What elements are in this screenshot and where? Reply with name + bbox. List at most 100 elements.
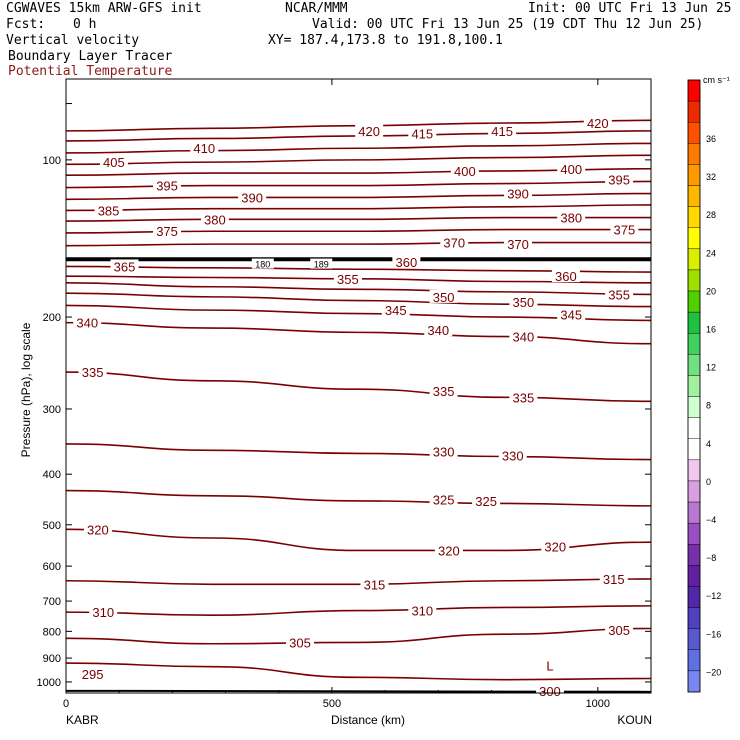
contour-label: 350 bbox=[433, 290, 455, 305]
contour-label-bg bbox=[408, 126, 437, 140]
contour-label: 300 bbox=[539, 684, 561, 699]
colorbar-swatch bbox=[687, 628, 701, 650]
contour-label-bg bbox=[535, 683, 564, 697]
contour-label: 365 bbox=[114, 259, 136, 274]
contour-label-bg bbox=[610, 222, 639, 236]
colorbar-label: 28 bbox=[706, 210, 716, 220]
contour-label-bg bbox=[355, 123, 384, 137]
contour-label: 390 bbox=[241, 190, 263, 205]
field-boundary-layer-tracer: Boundary Layer Tracer bbox=[8, 49, 173, 64]
contour-label-bg bbox=[99, 155, 128, 169]
contour-label-bg bbox=[541, 539, 570, 553]
colorbar-swatch bbox=[687, 501, 701, 524]
contour-label-bg bbox=[488, 123, 517, 137]
colorbar-swatch bbox=[687, 480, 701, 503]
y-tick-label: 500 bbox=[43, 520, 61, 532]
tracer-label: 180 bbox=[255, 260, 270, 270]
contour-label: 360 bbox=[396, 255, 418, 270]
colorbar-swatch bbox=[687, 670, 701, 693]
contour-label-bg bbox=[78, 666, 107, 680]
contour-theta-325 bbox=[65, 489, 652, 507]
contour-label: 415 bbox=[411, 126, 433, 141]
colorbar-label: −16 bbox=[706, 629, 721, 639]
colorbar-label: 8 bbox=[706, 401, 711, 411]
contour-label: 325 bbox=[475, 494, 497, 509]
colorbar-swatch bbox=[687, 522, 701, 545]
contour-label-bg bbox=[424, 323, 453, 337]
y-tick-label: 900 bbox=[43, 653, 61, 665]
y-tick-label: 100 bbox=[43, 155, 61, 167]
contour-label-bg bbox=[498, 448, 527, 462]
contour-theta-390 bbox=[65, 192, 652, 201]
contour-label-bg bbox=[509, 390, 538, 404]
contour-label-bg bbox=[429, 444, 458, 458]
colorbar-label: 12 bbox=[706, 363, 716, 373]
colorbar-swatch bbox=[687, 333, 701, 355]
tracer-label: 189 bbox=[314, 260, 329, 270]
contour-theta-345 bbox=[65, 304, 652, 322]
contour-label: 315 bbox=[603, 572, 625, 587]
colorbar-label: 20 bbox=[706, 286, 716, 296]
contour-theta-340 bbox=[65, 321, 652, 345]
contour-theta-405 bbox=[65, 154, 652, 166]
contour-label-bg bbox=[429, 289, 458, 303]
contour-label-bg bbox=[78, 365, 107, 379]
y-axis-title: Pressure (hPa), log scale bbox=[19, 322, 33, 457]
contour-theta-385 bbox=[65, 204, 652, 212]
contour-label: 385 bbox=[98, 203, 120, 218]
colorbar-label: 4 bbox=[706, 439, 711, 449]
contour-label: 315 bbox=[364, 577, 386, 592]
contour-label: 305 bbox=[289, 635, 311, 650]
contour-label-layer: 420 415 415 420 410 405 400 400 395 395 390 390 385 3… bbox=[73, 116, 639, 699]
right-endpoint-label: KOUN bbox=[617, 713, 652, 727]
contour-label-bg bbox=[583, 116, 612, 130]
contour-label-bg bbox=[599, 571, 628, 585]
contour-label-bg bbox=[360, 577, 389, 591]
contour-theta-350 bbox=[65, 292, 652, 308]
colorbar-swatch bbox=[687, 227, 701, 250]
colorbar-swatch bbox=[687, 248, 701, 271]
colorbar-swatch bbox=[687, 586, 701, 608]
contour-label: 345 bbox=[560, 308, 582, 323]
contour-theta-380 bbox=[65, 216, 651, 222]
left-endpoint-label: KABR bbox=[66, 713, 99, 727]
contour-label-bg bbox=[392, 255, 421, 269]
colorbar-swatch bbox=[687, 100, 701, 123]
contour-label: 375 bbox=[614, 223, 636, 238]
x-tick-label: 500 bbox=[323, 698, 341, 710]
contour-layer bbox=[65, 119, 652, 693]
contour-label: 380 bbox=[204, 212, 226, 227]
colorbar-swatch bbox=[687, 164, 701, 186]
colorbar-swatch bbox=[687, 143, 701, 165]
contour-label-bg bbox=[543, 658, 556, 672]
colorbar-swatch bbox=[687, 79, 701, 102]
contour-label: 390 bbox=[507, 187, 529, 202]
contour-label-bg bbox=[429, 492, 458, 506]
x-tick-label: 0 bbox=[63, 698, 69, 710]
colorbar-label: 36 bbox=[706, 134, 716, 144]
contour-label-bg bbox=[605, 622, 634, 636]
y-tick-label: 400 bbox=[43, 469, 61, 481]
colorbar-swatch bbox=[687, 375, 701, 397]
colorbar: 36 32 28 24 20 16 12 8 4 0 −4 −8 −12 −16 −20 bbox=[687, 79, 721, 693]
contour-theta-410 bbox=[65, 142, 652, 154]
contour-theta-335 bbox=[65, 371, 652, 403]
contour-label-bg bbox=[605, 172, 634, 186]
contour-label: 400 bbox=[560, 162, 582, 177]
contour-theta-370 bbox=[65, 241, 651, 247]
colorbar-label: −20 bbox=[706, 667, 721, 677]
contour-label-bg bbox=[200, 212, 229, 226]
contour-label: 350 bbox=[513, 295, 535, 310]
y-tick-label: 700 bbox=[43, 596, 61, 608]
contour-label: 305 bbox=[608, 623, 630, 638]
contour-label: 380 bbox=[560, 211, 582, 226]
contour-label-bg bbox=[190, 141, 219, 155]
colorbar-swatch bbox=[687, 311, 701, 334]
y-tick-label: 200 bbox=[43, 312, 61, 324]
fcst-value: 0 h bbox=[73, 17, 97, 32]
colorbar-frame bbox=[687, 79, 701, 693]
contour-label: 400 bbox=[454, 164, 476, 179]
contour-label: L bbox=[546, 658, 553, 673]
colorbar-label: 0 bbox=[706, 477, 711, 487]
contour-label-bg bbox=[605, 287, 634, 301]
